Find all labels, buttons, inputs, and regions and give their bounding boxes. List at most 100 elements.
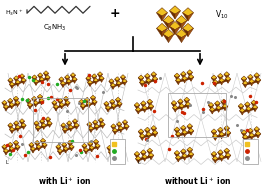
Polygon shape <box>187 72 190 77</box>
Polygon shape <box>178 131 192 136</box>
Polygon shape <box>64 145 67 149</box>
Polygon shape <box>83 148 89 152</box>
Polygon shape <box>14 78 16 82</box>
Polygon shape <box>228 133 231 137</box>
Polygon shape <box>18 103 20 107</box>
Polygon shape <box>9 102 14 106</box>
Polygon shape <box>108 104 120 109</box>
Bar <box>110 139 125 164</box>
Polygon shape <box>191 77 194 81</box>
Polygon shape <box>146 134 149 139</box>
Polygon shape <box>224 151 227 155</box>
Polygon shape <box>43 73 46 77</box>
Polygon shape <box>95 143 100 147</box>
Polygon shape <box>176 34 181 43</box>
Polygon shape <box>184 100 187 104</box>
Polygon shape <box>144 127 150 132</box>
Polygon shape <box>99 78 102 82</box>
Polygon shape <box>174 76 177 80</box>
Polygon shape <box>122 120 128 124</box>
Polygon shape <box>212 106 226 112</box>
Polygon shape <box>37 97 40 101</box>
Polygon shape <box>89 124 92 128</box>
Polygon shape <box>241 76 247 80</box>
Polygon shape <box>111 126 114 130</box>
Polygon shape <box>183 151 186 156</box>
Polygon shape <box>149 134 151 139</box>
Polygon shape <box>218 152 220 157</box>
Polygon shape <box>245 137 248 141</box>
Polygon shape <box>121 128 123 132</box>
Polygon shape <box>38 123 50 129</box>
Polygon shape <box>62 127 68 131</box>
Polygon shape <box>118 126 123 130</box>
Polygon shape <box>41 125 44 129</box>
Polygon shape <box>10 145 13 149</box>
Polygon shape <box>151 128 154 132</box>
Polygon shape <box>220 152 223 157</box>
Polygon shape <box>120 77 123 81</box>
Polygon shape <box>241 130 247 134</box>
Polygon shape <box>224 102 227 106</box>
Polygon shape <box>66 123 69 127</box>
Polygon shape <box>123 77 126 81</box>
Polygon shape <box>257 129 260 133</box>
Polygon shape <box>213 136 215 140</box>
Polygon shape <box>60 81 66 85</box>
Polygon shape <box>59 105 62 109</box>
Polygon shape <box>95 146 98 150</box>
Polygon shape <box>258 134 261 138</box>
Polygon shape <box>145 157 147 161</box>
Polygon shape <box>33 81 36 85</box>
Polygon shape <box>178 134 181 139</box>
Polygon shape <box>118 128 121 132</box>
Polygon shape <box>148 104 154 108</box>
Polygon shape <box>48 119 51 123</box>
Polygon shape <box>148 155 151 160</box>
Polygon shape <box>121 144 124 148</box>
Polygon shape <box>18 147 20 151</box>
Polygon shape <box>248 128 253 132</box>
Polygon shape <box>182 76 188 80</box>
Polygon shape <box>175 108 178 112</box>
Polygon shape <box>2 147 5 151</box>
Polygon shape <box>122 122 125 126</box>
Polygon shape <box>144 76 147 80</box>
Polygon shape <box>140 101 146 105</box>
Polygon shape <box>87 80 93 84</box>
Polygon shape <box>15 100 20 104</box>
Polygon shape <box>5 103 7 107</box>
Polygon shape <box>178 158 181 162</box>
Polygon shape <box>102 78 104 82</box>
Polygon shape <box>40 141 43 145</box>
Polygon shape <box>119 104 122 108</box>
Polygon shape <box>92 76 94 80</box>
Polygon shape <box>39 79 42 83</box>
Polygon shape <box>176 21 181 29</box>
Polygon shape <box>248 131 250 135</box>
Polygon shape <box>91 129 94 132</box>
Polygon shape <box>83 106 86 110</box>
Polygon shape <box>225 106 228 111</box>
Polygon shape <box>49 123 52 127</box>
Polygon shape <box>258 80 261 84</box>
Polygon shape <box>40 121 42 125</box>
Polygon shape <box>175 134 178 139</box>
Polygon shape <box>140 150 146 154</box>
Polygon shape <box>43 71 49 75</box>
Polygon shape <box>142 133 156 138</box>
Polygon shape <box>65 77 67 81</box>
Polygon shape <box>97 126 99 130</box>
Polygon shape <box>115 97 120 101</box>
Polygon shape <box>10 80 13 84</box>
Polygon shape <box>45 117 51 121</box>
Polygon shape <box>32 77 35 81</box>
Polygon shape <box>68 103 70 107</box>
Polygon shape <box>188 154 191 159</box>
Polygon shape <box>190 150 193 154</box>
Polygon shape <box>175 80 178 85</box>
Polygon shape <box>67 140 73 144</box>
Polygon shape <box>14 123 16 127</box>
Polygon shape <box>36 103 38 107</box>
Polygon shape <box>215 103 217 108</box>
